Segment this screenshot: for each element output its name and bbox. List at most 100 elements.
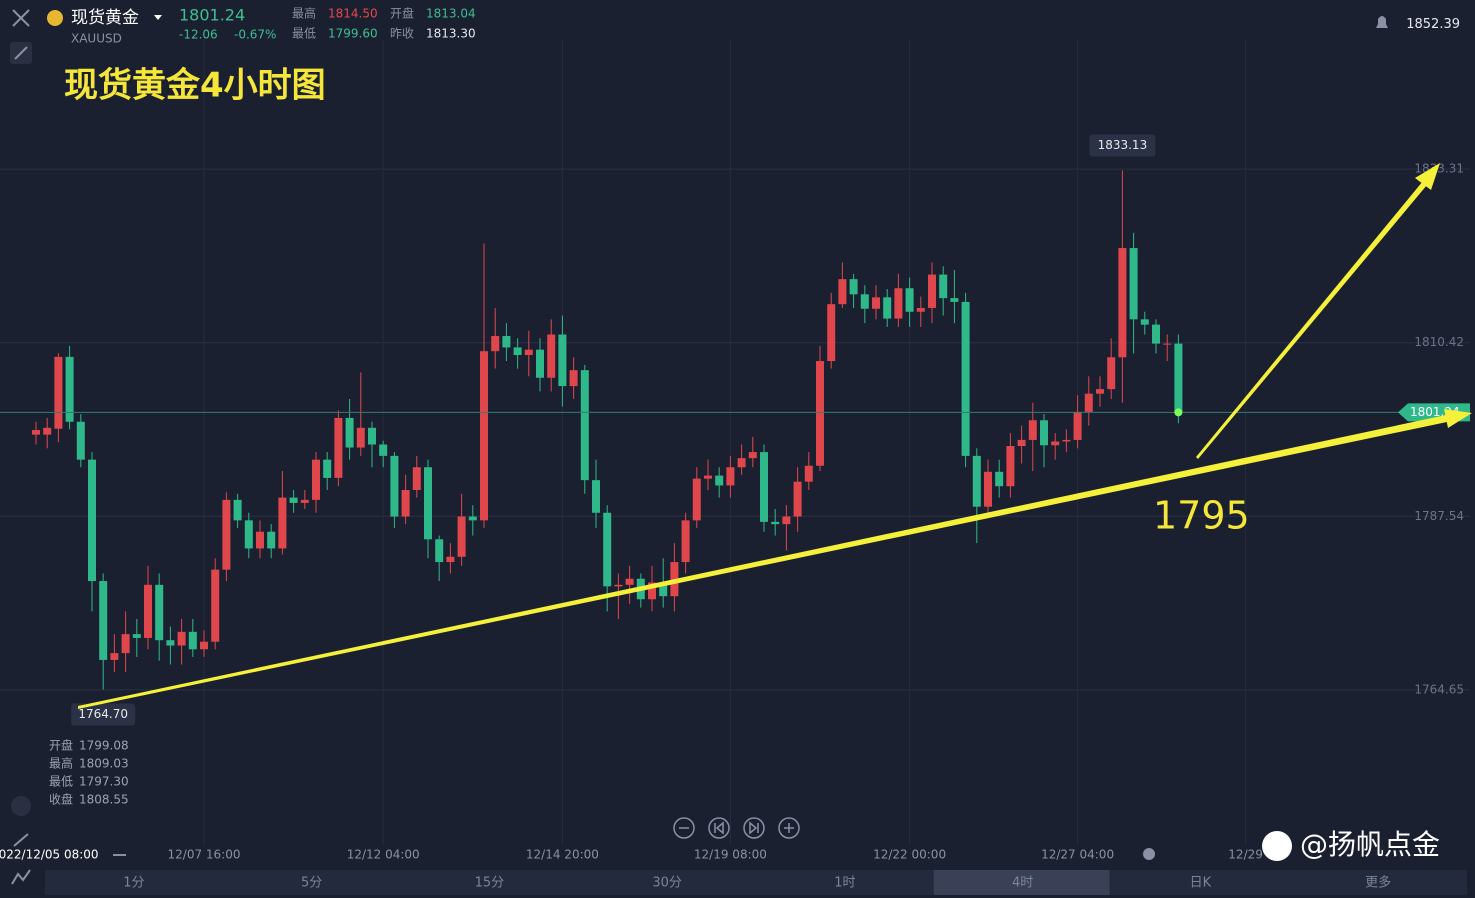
last-price-glow	[1174, 408, 1183, 417]
hover-value: 1808.55	[79, 793, 129, 807]
hover-label: 收盘	[49, 792, 73, 807]
chart-type-button[interactable]	[11, 869, 31, 885]
candle-body	[424, 467, 432, 540]
tab[interactable]	[578, 870, 754, 895]
tab-label: 1时	[834, 876, 855, 891]
x-tick-label: 12/27 04:00	[1041, 848, 1114, 862]
hover-value: 1799.08	[79, 739, 129, 753]
stat-label: 最低	[292, 27, 316, 41]
candle-body	[748, 452, 757, 459]
header-change-pct: -0.67%	[234, 28, 276, 42]
candle-body	[502, 336, 511, 348]
candle-body	[379, 444, 388, 456]
candle-body	[771, 521, 780, 525]
jump-start[interactable]	[708, 817, 730, 839]
tab-label: 30分	[652, 876, 682, 891]
alert-icon[interactable]	[1376, 16, 1388, 28]
candle-body	[312, 459, 320, 500]
candle-body	[155, 584, 164, 641]
candle-body	[603, 512, 612, 587]
draw-button[interactable]	[13, 833, 29, 847]
candle-body	[704, 475, 712, 479]
candle-body	[1084, 393, 1093, 412]
low-marker: 1764.70	[78, 707, 128, 721]
tab[interactable]	[400, 870, 577, 895]
candle-body	[838, 279, 847, 305]
indicator-button[interactable]	[11, 796, 31, 816]
high-marker-box	[1089, 134, 1156, 157]
jump-start-icon	[714, 821, 724, 835]
trend-line	[78, 415, 1447, 709]
x-tick-label: 12/07 16:00	[168, 848, 241, 862]
chart-title: 现货黄金4小时图	[64, 66, 326, 106]
crosshair-time: 2022/12/05 08:00	[0, 848, 99, 862]
candle-body	[726, 467, 735, 486]
candle-body	[211, 569, 220, 642]
candle-body	[177, 631, 186, 646]
stat-value: 1814.50	[328, 7, 378, 21]
candle-body	[446, 556, 455, 563]
header-change: -12.06	[179, 28, 218, 42]
candle-body	[681, 520, 690, 563]
candle-body	[1017, 439, 1026, 447]
projection-arrowhead	[1415, 163, 1440, 190]
zoom-in[interactable]	[778, 817, 800, 839]
tab[interactable]	[45, 870, 221, 895]
candle-body	[491, 336, 500, 352]
candle-body	[1006, 446, 1015, 487]
zoom-out[interactable]	[673, 817, 695, 839]
candle-body	[244, 520, 253, 549]
candle-body	[513, 347, 522, 355]
candle-body	[1152, 324, 1160, 344]
trend-arrowhead	[1444, 409, 1472, 428]
candle-body	[592, 480, 600, 513]
watermark-text: @扬帆点金	[1300, 828, 1440, 861]
candle-body	[827, 304, 836, 362]
candle-body	[872, 297, 880, 309]
tab[interactable]	[1111, 870, 1288, 895]
candle-body	[200, 641, 208, 650]
symbol-name[interactable]: 现货黄金	[71, 8, 139, 28]
candle-body	[54, 356, 63, 429]
tab-label: 更多	[1365, 875, 1391, 891]
tab[interactable]	[222, 870, 399, 895]
candle-body	[32, 430, 40, 435]
timeframe-tabs: 1分 5分 15分 30分 1时 4时 日K 更多	[45, 870, 1467, 895]
candle-body	[939, 274, 948, 299]
candle-body	[580, 370, 589, 481]
jump-end[interactable]	[743, 817, 765, 839]
tab[interactable]	[1289, 870, 1465, 895]
candle-body	[1163, 343, 1172, 345]
close-button[interactable]	[12, 9, 30, 27]
candle-body	[692, 478, 701, 521]
tab-label: 日K	[1190, 876, 1212, 891]
candle-body	[278, 497, 287, 549]
stat-value: 1813.04	[426, 7, 476, 21]
tab[interactable]	[756, 870, 932, 895]
candle-body	[468, 516, 477, 521]
candle-body	[860, 294, 869, 309]
dropdown-arrow[interactable]	[154, 15, 162, 20]
candle-body	[1040, 420, 1048, 446]
candle-body	[1140, 319, 1149, 325]
header-price: 1801.24	[179, 6, 245, 25]
tab-label: 15分	[475, 876, 505, 891]
tab-label: 1分	[123, 876, 144, 891]
candle-body	[995, 471, 1004, 487]
candle-body	[390, 455, 399, 517]
hover-label: 最低	[49, 775, 73, 789]
tab[interactable]	[933, 870, 1110, 895]
candle-body	[300, 499, 309, 503]
candle-body	[648, 582, 656, 600]
scroll-dot[interactable]	[1143, 848, 1155, 860]
candle-body	[188, 631, 197, 650]
candle-body	[547, 334, 556, 378]
y-tick-label: 1787.54	[1414, 509, 1464, 523]
candle-body	[984, 471, 992, 507]
support-annotation: 1795	[1153, 494, 1250, 538]
x-tick-label: 12/19 08:00	[694, 848, 767, 862]
candle-body	[110, 653, 119, 660]
y-tick-label: 1810.42	[1414, 335, 1464, 349]
stat-label: 开盘	[390, 6, 414, 21]
